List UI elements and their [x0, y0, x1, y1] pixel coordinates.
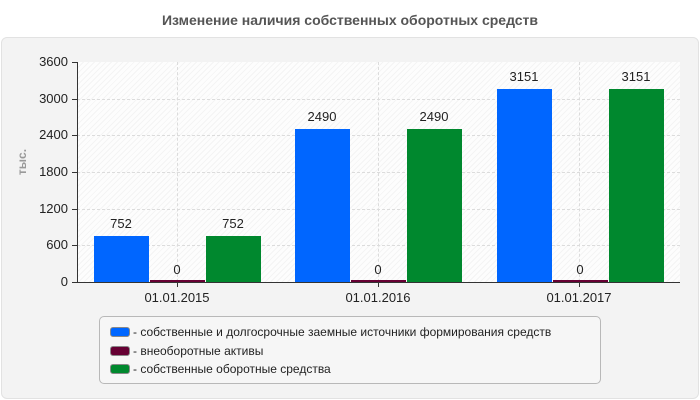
legend-swatch-icon [110, 364, 130, 374]
value-label: 0 [173, 262, 181, 277]
x-tick [378, 282, 379, 287]
plot-area [77, 62, 680, 282]
bar-working-capital-2016[interactable] [407, 129, 462, 282]
y-tick [72, 98, 77, 100]
legend: - собственные и долгосрочные заемные ист… [99, 316, 601, 384]
legend-swatch-icon [110, 327, 130, 337]
y-tick [72, 245, 77, 247]
x-tick [177, 282, 178, 287]
legend-label: - собственные оборотные средства [133, 362, 331, 376]
y-tick-label: 3000 [39, 91, 68, 106]
value-label: 0 [374, 262, 382, 277]
x-tick-label: 01.01.2015 [144, 290, 210, 305]
y-tick-label: 2400 [39, 127, 68, 142]
x-tick-label: 01.01.2017 [546, 290, 612, 305]
bar-noncurrent-2015[interactable] [150, 280, 205, 282]
legend-label: - собственные и долгосрочные заемные ист… [133, 325, 552, 339]
gridline [378, 62, 379, 282]
y-tick [72, 208, 77, 210]
legend-item-sources[interactable]: - собственные и долгосрочные заемные ист… [110, 323, 551, 341]
value-label: 2490 [419, 109, 449, 124]
bar-sources-2016[interactable] [295, 129, 350, 282]
value-label: 752 [110, 216, 132, 231]
value-label: 3151 [621, 69, 651, 84]
legend-swatch-icon [110, 346, 130, 356]
value-label: 2490 [307, 109, 337, 124]
bar-sources-2015[interactable] [94, 236, 149, 282]
gridline [579, 62, 580, 282]
bar-noncurrent-2017[interactable] [553, 280, 608, 282]
y-tick [72, 62, 77, 63]
y-tick [72, 172, 77, 173]
value-label: 0 [576, 262, 584, 277]
y-tick [72, 135, 77, 137]
bar-sources-2017[interactable] [497, 89, 552, 282]
y-tick-label: 1800 [39, 164, 68, 179]
y-tick [72, 282, 77, 283]
x-tick [579, 282, 580, 287]
value-label: 3151 [509, 69, 539, 84]
chart-title: Изменение наличия собственных оборотных … [161, 12, 539, 28]
legend-item-working-capital[interactable]: - собственные оборотные средства [110, 360, 331, 378]
bar-working-capital-2015[interactable] [206, 236, 261, 282]
y-tick-label: 1200 [39, 201, 68, 216]
x-tick-label: 01.01.2016 [345, 290, 411, 305]
bar-working-capital-2017[interactable] [609, 89, 664, 282]
gridline [177, 62, 178, 282]
y-axis [77, 62, 78, 282]
y-tick-label: 0 [60, 274, 68, 289]
legend-label: - внеоборотные активы [133, 344, 264, 358]
legend-item-noncurrent-assets[interactable]: - внеоборотные активы [110, 342, 263, 360]
y-tick-label: 600 [46, 237, 68, 252]
bar-noncurrent-2016[interactable] [351, 280, 406, 282]
value-label: 752 [222, 216, 244, 231]
y-tick-label: 3600 [39, 54, 68, 69]
